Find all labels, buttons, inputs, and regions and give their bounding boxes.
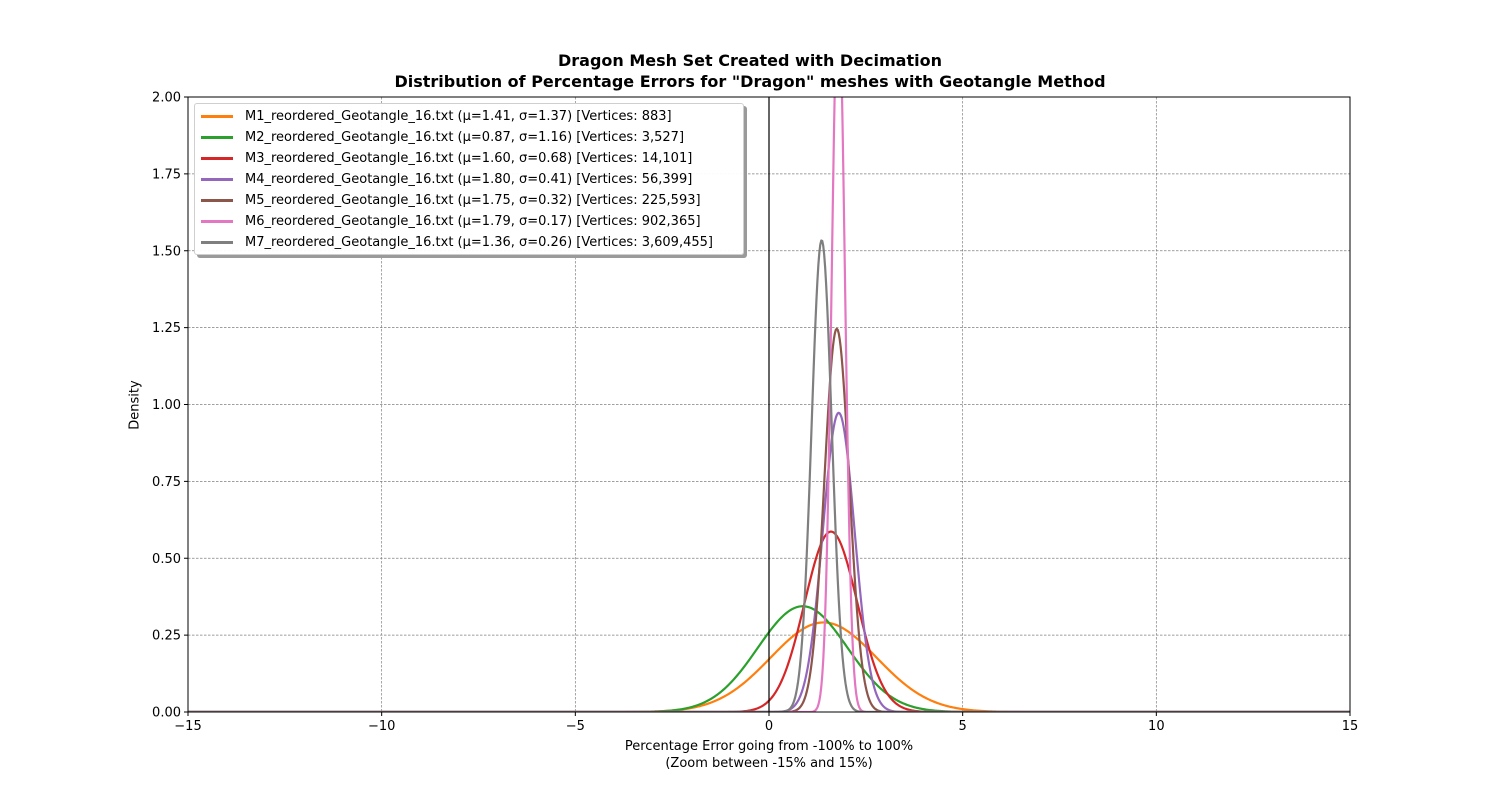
legend-entry-m6: M6_reordered_Geotangle_16.txt (μ=1.79, σ… bbox=[195, 211, 743, 232]
x-tick-label: −10 bbox=[368, 719, 395, 734]
y-axis-label: Density bbox=[127, 380, 143, 430]
x-tick-label: 15 bbox=[1342, 719, 1359, 734]
y-tick-label: 1.75 bbox=[152, 167, 181, 182]
legend-swatch bbox=[201, 157, 233, 160]
y-axis-ticks: 0.00 0.25 0.50 0.75 1.00 1.25 1.50 1.75 2.00 bbox=[152, 91, 188, 721]
legend-label: M6_reordered_Geotangle_16.txt (μ=1.79, σ… bbox=[245, 214, 701, 229]
legend-label: M3_reordered_Geotangle_16.txt (μ=1.60, σ… bbox=[245, 151, 693, 166]
x-axis-ticks: −15 −10 −5 0 5 10 15 bbox=[174, 712, 1358, 734]
y-tick-label: 0.50 bbox=[152, 552, 181, 567]
legend-entry-m2: M2_reordered_Geotangle_16.txt (μ=0.87, σ… bbox=[195, 127, 743, 148]
x-axis-label-note: (Zoom between -15% and 15%) bbox=[665, 756, 873, 771]
legend-entry-m3: M3_reordered_Geotangle_16.txt (μ=1.60, σ… bbox=[195, 148, 743, 169]
legend-swatch bbox=[201, 115, 233, 118]
legend-entry-m4: M4_reordered_Geotangle_16.txt (μ=1.80, σ… bbox=[195, 169, 743, 190]
y-tick-label: 0.25 bbox=[152, 629, 181, 644]
y-tick-label: 2.00 bbox=[152, 91, 181, 106]
x-tick-label: −15 bbox=[174, 719, 201, 734]
x-tick-label: 10 bbox=[1148, 719, 1165, 734]
x-tick-label: 5 bbox=[959, 719, 967, 734]
legend-entry-m5: M5_reordered_Geotangle_16.txt (μ=1.75, σ… bbox=[195, 190, 743, 211]
legend-entry-m1: M1_reordered_Geotangle_16.txt (μ=1.41, σ… bbox=[195, 106, 743, 127]
legend-swatch bbox=[201, 178, 233, 181]
legend: M1_reordered_Geotangle_16.txt (μ=1.41, σ… bbox=[194, 103, 744, 255]
y-tick-label: 1.25 bbox=[152, 321, 181, 336]
y-tick-label: 0.00 bbox=[152, 706, 181, 721]
y-tick-label: 1.50 bbox=[152, 244, 181, 259]
legend-label: M1_reordered_Geotangle_16.txt (μ=1.41, σ… bbox=[245, 109, 672, 124]
legend-label: M2_reordered_Geotangle_16.txt (μ=0.87, σ… bbox=[245, 130, 685, 145]
legend-label: M4_reordered_Geotangle_16.txt (μ=1.80, σ… bbox=[245, 172, 693, 187]
x-tick-label: 0 bbox=[765, 719, 773, 734]
chart-subtitle: Distribution of Percentage Errors for "D… bbox=[394, 72, 1106, 91]
legend-swatch bbox=[201, 199, 233, 202]
x-axis-label: Percentage Error going from -100% to 100… bbox=[624, 739, 914, 754]
y-tick-label: 0.75 bbox=[152, 475, 181, 490]
legend-label: M7_reordered_Geotangle_16.txt (μ=1.36, σ… bbox=[245, 235, 713, 250]
y-tick-label: 1.00 bbox=[152, 398, 181, 413]
legend-entry-m7: M7_reordered_Geotangle_16.txt (μ=1.36, σ… bbox=[195, 232, 743, 253]
legend-swatch bbox=[201, 136, 233, 139]
x-tick-label: −5 bbox=[566, 719, 585, 734]
legend-swatch bbox=[201, 241, 233, 244]
legend-label: M5_reordered_Geotangle_16.txt (μ=1.75, σ… bbox=[245, 193, 701, 208]
legend-swatch bbox=[201, 220, 233, 223]
chart-title: Dragon Mesh Set Created with Decimation bbox=[558, 51, 942, 70]
